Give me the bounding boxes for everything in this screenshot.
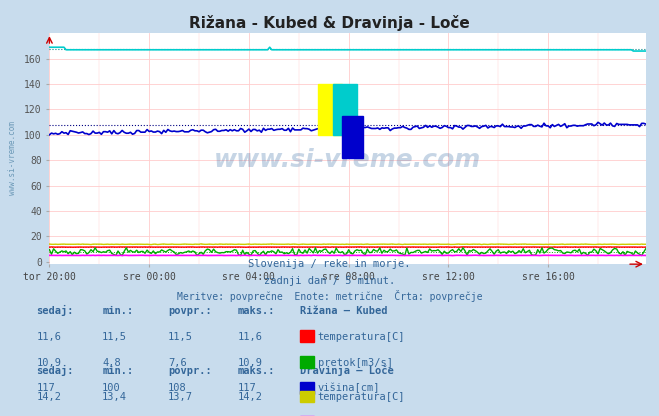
Text: 14,2: 14,2: [36, 392, 61, 402]
Text: 4,8: 4,8: [102, 358, 121, 368]
Text: maks.:: maks.:: [237, 366, 275, 376]
FancyBboxPatch shape: [341, 116, 362, 158]
Text: 100: 100: [102, 384, 121, 394]
Text: temperatura[C]: temperatura[C]: [318, 392, 405, 402]
Text: www.si-vreme.com: www.si-vreme.com: [214, 148, 481, 172]
Text: www.si-vreme.com: www.si-vreme.com: [8, 121, 17, 195]
Text: zadnji dan / 5 minut.: zadnji dan / 5 minut.: [264, 276, 395, 286]
FancyBboxPatch shape: [318, 84, 341, 135]
Text: 117: 117: [36, 384, 55, 394]
Text: Dravinja – Loče: Dravinja – Loče: [300, 365, 393, 376]
Text: 14,2: 14,2: [237, 392, 262, 402]
Text: Rižana - Kubed & Dravinja - Loče: Rižana - Kubed & Dravinja - Loče: [189, 15, 470, 30]
Text: 11,5: 11,5: [102, 332, 127, 342]
Text: pretok[m3/s]: pretok[m3/s]: [318, 358, 393, 368]
Text: 13,7: 13,7: [168, 392, 193, 402]
Text: 7,6: 7,6: [168, 358, 186, 368]
Text: povpr.:: povpr.:: [168, 366, 212, 376]
FancyBboxPatch shape: [333, 84, 357, 135]
Text: 11,5: 11,5: [168, 332, 193, 342]
Text: maks.:: maks.:: [237, 306, 275, 316]
Text: min.:: min.:: [102, 306, 133, 316]
Text: 10,9: 10,9: [36, 358, 61, 368]
Text: sedaj:: sedaj:: [36, 305, 74, 316]
Text: Slovenija / reke in morje.: Slovenija / reke in morje.: [248, 259, 411, 269]
Text: višina[cm]: višina[cm]: [318, 383, 380, 394]
Text: Rižana – Kubed: Rižana – Kubed: [300, 306, 387, 316]
Text: sedaj:: sedaj:: [36, 365, 74, 376]
Text: 117: 117: [237, 384, 256, 394]
Text: 13,4: 13,4: [102, 392, 127, 402]
Text: 108: 108: [168, 384, 186, 394]
Text: 11,6: 11,6: [237, 332, 262, 342]
Text: 11,6: 11,6: [36, 332, 61, 342]
Text: temperatura[C]: temperatura[C]: [318, 332, 405, 342]
Text: min.:: min.:: [102, 366, 133, 376]
Text: Meritve: povprečne  Enote: metrične  Črta: povprečje: Meritve: povprečne Enote: metrične Črta:…: [177, 290, 482, 302]
Text: 10,9: 10,9: [237, 358, 262, 368]
Text: povpr.:: povpr.:: [168, 306, 212, 316]
